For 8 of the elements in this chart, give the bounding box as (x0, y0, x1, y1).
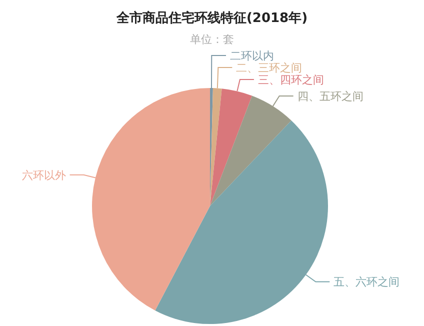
slice-label: 六环以外 (22, 168, 66, 182)
slice-label: 二环以内 (230, 49, 274, 62)
chart-subtitle: 单位：套 (190, 33, 234, 46)
slice-label: 五、六环之间 (334, 276, 400, 289)
slice-label: 三、四环之间 (258, 73, 324, 86)
chart-title: 全市商品住宅环线特征(2018年) (115, 10, 308, 26)
slice-label: 二、三环之间 (236, 61, 302, 74)
slice-label: 四、五环之间 (297, 90, 364, 104)
